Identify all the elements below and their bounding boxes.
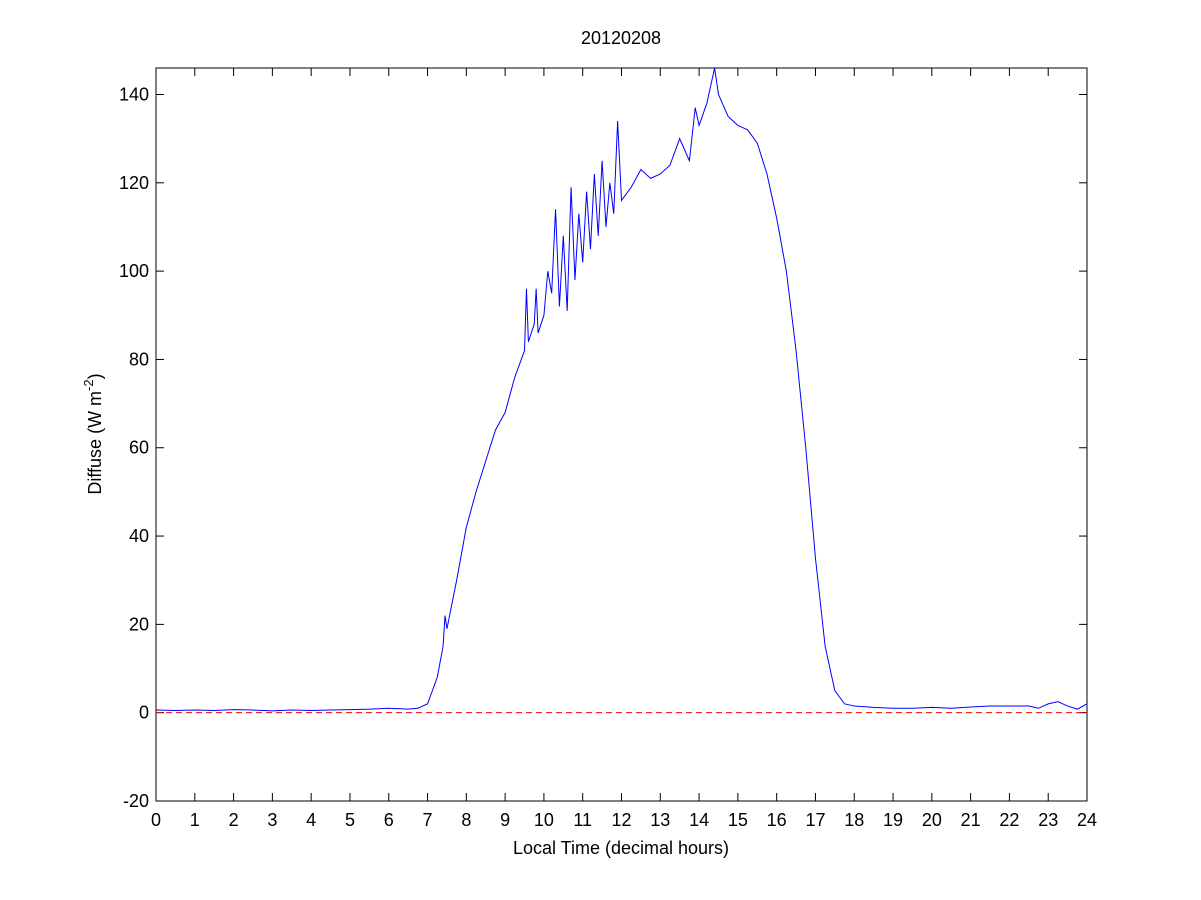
y-axis-label-exponent: -2	[81, 379, 96, 391]
x-tick-label: 4	[306, 810, 316, 830]
x-tick-label: 7	[423, 810, 433, 830]
y-axis-label: Diffuse (W m-2)	[81, 373, 105, 494]
x-tick-label: 11	[573, 810, 592, 830]
y-tick-label: 60	[129, 438, 149, 458]
y-axis-label-end: )	[85, 373, 105, 379]
x-tick-label: 8	[461, 810, 471, 830]
x-tick-label: 22	[999, 810, 1019, 830]
x-tick-label: 2	[229, 810, 239, 830]
y-axis-label-main: Diffuse (W m	[85, 391, 105, 495]
y-tick-label: 140	[119, 84, 149, 104]
x-tick-label: 24	[1077, 810, 1097, 830]
x-tick-label: 10	[534, 810, 554, 830]
x-tick-label: 20	[922, 810, 942, 830]
x-tick-label: 21	[961, 810, 981, 830]
x-tick-label: 17	[805, 810, 825, 830]
x-tick-label: 1	[190, 810, 200, 830]
x-tick-label: 6	[384, 810, 394, 830]
y-tick-label: 20	[129, 614, 149, 634]
y-tick-label: 0	[139, 703, 149, 723]
x-tick-label: 5	[345, 810, 355, 830]
x-tick-label: 18	[844, 810, 864, 830]
x-tick-label: 0	[151, 810, 161, 830]
x-tick-label: 19	[883, 810, 903, 830]
x-tick-label: 14	[689, 810, 709, 830]
chart-title: 20120208	[581, 28, 661, 48]
y-tick-label: 120	[119, 173, 149, 193]
x-tick-label: 3	[267, 810, 277, 830]
x-tick-label: 15	[728, 810, 748, 830]
x-tick-label: 16	[767, 810, 787, 830]
y-tick-label: 100	[119, 261, 149, 281]
x-tick-label: 13	[650, 810, 670, 830]
y-tick-label: 80	[129, 349, 149, 369]
x-tick-label: 23	[1038, 810, 1058, 830]
x-tick-label: 12	[611, 810, 631, 830]
x-axis-label: Local Time (decimal hours)	[513, 838, 729, 858]
y-tick-label: -20	[123, 791, 149, 811]
data-line	[155, 67, 1088, 712]
x-tick-label: 9	[500, 810, 510, 830]
y-tick-label: 40	[129, 526, 149, 546]
